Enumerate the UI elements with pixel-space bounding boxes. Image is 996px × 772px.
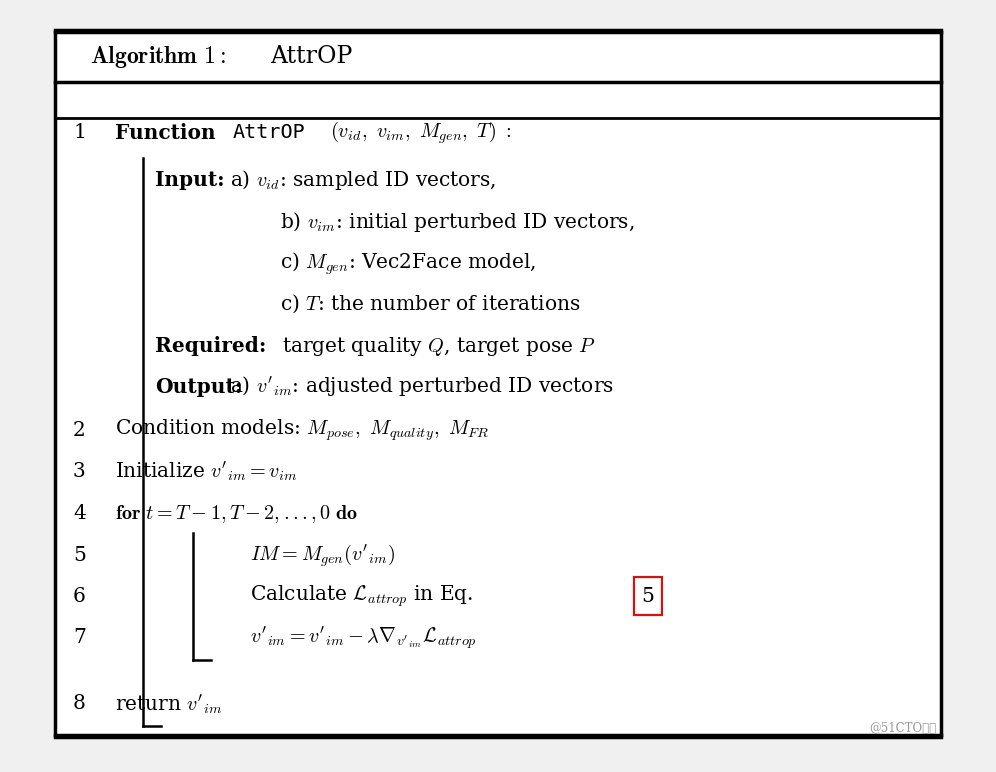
Text: @51CTO博客: @51CTO博客 xyxy=(869,723,936,736)
Text: b) $v_{im}$: initial perturbed ID vectors,: b) $v_{im}$: initial perturbed ID vector… xyxy=(280,210,634,234)
Text: c) $M_{gen}$: Vec2Face model,: c) $M_{gen}$: Vec2Face model, xyxy=(280,251,536,277)
Text: AttrOP: AttrOP xyxy=(233,124,306,143)
Text: Required:: Required: xyxy=(155,337,266,357)
Text: a) $v_{id}$: sampled ID vectors,: a) $v_{id}$: sampled ID vectors, xyxy=(230,168,496,191)
Text: Function: Function xyxy=(115,123,215,143)
Text: 8: 8 xyxy=(73,694,86,713)
Text: 6: 6 xyxy=(73,587,86,605)
Text: 7: 7 xyxy=(73,628,86,648)
Text: $(v_{id},\ v_{im},\ M_{gen},\ T)\ \mathbf{:}$: $(v_{id},\ v_{im},\ M_{gen},\ T)\ \mathb… xyxy=(330,120,512,147)
Text: 3: 3 xyxy=(73,462,86,481)
Text: c) $T$: the number of iterations: c) $T$: the number of iterations xyxy=(280,293,581,315)
Text: $\mathbf{Algorithm\ 1:}$: $\mathbf{Algorithm\ 1:}$ xyxy=(90,44,226,70)
Text: Condition models: $M_{pose},\ M_{quality},\ M_{FR}$: Condition models: $M_{pose},\ M_{quality… xyxy=(115,417,490,443)
Text: 4: 4 xyxy=(73,504,86,523)
Text: 1: 1 xyxy=(73,124,86,143)
Text: 5: 5 xyxy=(73,546,86,565)
Text: 5: 5 xyxy=(641,587,654,605)
Text: Output:: Output: xyxy=(155,377,242,397)
Text: $\mathbf{for}\ t = T-1, T-2, ..., 0\ \mathbf{do}$: $\mathbf{for}\ t = T-1, T-2, ..., 0\ \ma… xyxy=(115,503,358,524)
Text: $v'_{im} = v'_{im} - \lambda\nabla_{v'_{im}}\mathcal{L}_{attrop}$: $v'_{im} = v'_{im} - \lambda\nabla_{v'_{… xyxy=(250,625,477,652)
Text: Input:: Input: xyxy=(155,170,225,190)
Text: $IM = M_{gen}(v'_{im})$: $IM = M_{gen}(v'_{im})$ xyxy=(250,542,395,569)
Text: AttrOP: AttrOP xyxy=(270,46,353,69)
Text: Initialize $v'_{im} = v_{im}$: Initialize $v'_{im} = v_{im}$ xyxy=(115,459,298,483)
Text: 2: 2 xyxy=(73,421,86,439)
Text: target quality $Q$, target pose $P$: target quality $Q$, target pose $P$ xyxy=(282,335,596,358)
Bar xyxy=(55,30,941,737)
Text: return $v'_{im}$: return $v'_{im}$ xyxy=(115,692,222,716)
Bar xyxy=(634,577,662,615)
Text: a) $v'_{im}$: adjusted perturbed ID vectors: a) $v'_{im}$: adjusted perturbed ID vect… xyxy=(230,375,614,399)
Text: Calculate $\mathcal{L}_{attrop}$ in Eq.: Calculate $\mathcal{L}_{attrop}$ in Eq. xyxy=(250,584,475,609)
